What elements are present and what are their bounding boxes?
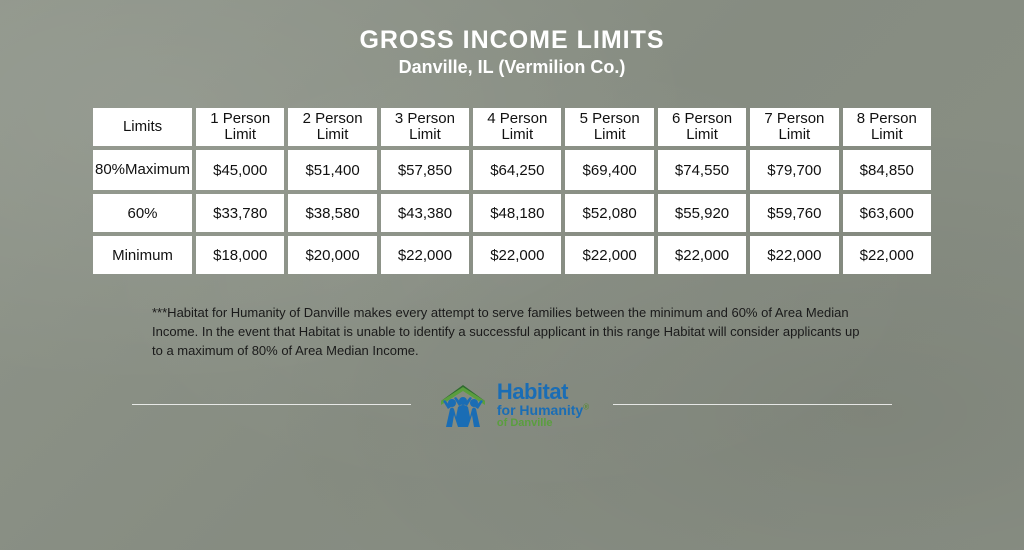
row-label: Minimum [93,236,192,274]
cell: $22,000 [750,236,838,274]
income-table-wrap: Limits1 PersonLimit2 PersonLimit3 Person… [89,104,935,278]
cell: $22,000 [843,236,931,274]
cell: $59,760 [750,194,838,232]
header-row: Limits1 PersonLimit2 PersonLimit3 Person… [93,108,931,146]
row-label: 80%Maximum [93,150,192,190]
cell: $55,920 [658,194,746,232]
cell: $51,400 [288,150,376,190]
registered-mark: ® [583,402,589,411]
col-header-3: 3 PersonLimit [381,108,469,146]
cell: $57,850 [381,150,469,190]
cell: $84,850 [843,150,931,190]
cell: $48,180 [473,194,561,232]
col-header-4: 4 PersonLimit [473,108,561,146]
cell: $22,000 [658,236,746,274]
habitat-logo: Habitat for Humanity® of Danville [435,381,589,429]
cell: $63,600 [843,194,931,232]
logo-line1: Habitat [497,381,589,403]
logo-line3: of Danville [497,418,589,429]
footnote: ***Habitat for Humanity of Danville make… [152,304,872,361]
divider-left [132,404,411,405]
page-title: GROSS INCOME LIMITS [359,26,664,55]
logo-row: Habitat for Humanity® of Danville [132,381,892,429]
cell: $22,000 [565,236,653,274]
income-table: Limits1 PersonLimit2 PersonLimit3 Person… [89,104,935,278]
header-corner: Limits [93,108,192,146]
col-header-2: 2 PersonLimit [288,108,376,146]
cell: $43,380 [381,194,469,232]
cell: $74,550 [658,150,746,190]
table-row: 60%$33,780$38,580$43,380$48,180$52,080$5… [93,194,931,232]
habitat-logo-text: Habitat for Humanity® of Danville [497,381,589,429]
col-header-7: 7 PersonLimit [750,108,838,146]
row-label: 60% [93,194,192,232]
cell: $22,000 [473,236,561,274]
col-header-6: 6 PersonLimit [658,108,746,146]
divider-right [613,404,892,405]
cell: $64,250 [473,150,561,190]
logo-line2-text: for Humanity [497,402,583,418]
cell: $18,000 [196,236,284,274]
table-row: 80%Maximum$45,000$51,400$57,850$64,250$6… [93,150,931,190]
income-limits-infographic: GROSS INCOME LIMITS Danville, IL (Vermil… [0,0,1024,550]
cell: $52,080 [565,194,653,232]
page-subtitle: Danville, IL (Vermilion Co.) [359,57,664,78]
col-header-5: 5 PersonLimit [565,108,653,146]
cell: $79,700 [750,150,838,190]
tbody: 80%Maximum$45,000$51,400$57,850$64,250$6… [93,150,931,274]
cell: $45,000 [196,150,284,190]
title-block: GROSS INCOME LIMITS Danville, IL (Vermil… [359,26,664,78]
table-row: Minimum$18,000$20,000$22,000$22,000$22,0… [93,236,931,274]
col-header-8: 8 PersonLimit [843,108,931,146]
col-header-1: 1 PersonLimit [196,108,284,146]
cell: $20,000 [288,236,376,274]
logo-line2: for Humanity® [497,403,589,417]
cell: $33,780 [196,194,284,232]
habitat-logo-icon [435,381,491,429]
cell: $69,400 [565,150,653,190]
thead: Limits1 PersonLimit2 PersonLimit3 Person… [93,108,931,146]
cell: $38,580 [288,194,376,232]
cell: $22,000 [381,236,469,274]
